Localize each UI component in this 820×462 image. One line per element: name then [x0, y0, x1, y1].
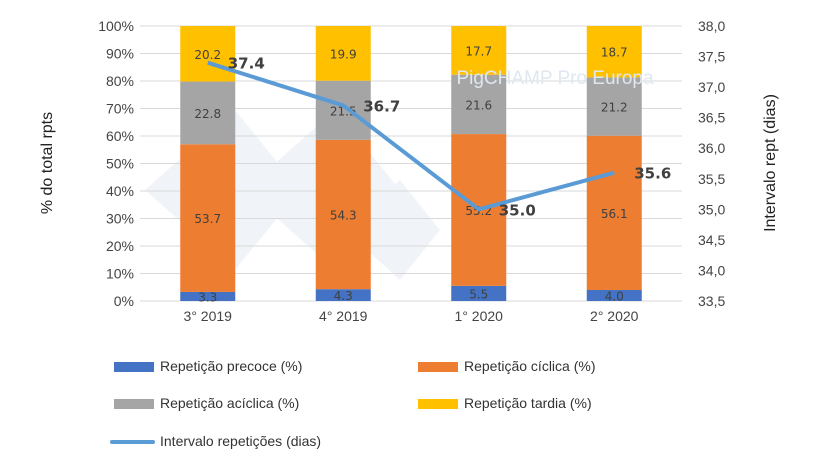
- y-axis-label-right: Intervalo rept (dias): [762, 94, 779, 232]
- watermark-text: PigCHAMP Pro Europa: [456, 68, 654, 89]
- bar-data-label: 19.9: [330, 47, 357, 61]
- bar-data-label: 18.7: [601, 46, 628, 60]
- y-tick-label: 80%: [106, 73, 134, 89]
- bar-segment: [315, 80, 371, 140]
- y-tick-label: 100%: [98, 18, 134, 34]
- bar-data-label: 21.6: [465, 98, 492, 112]
- y-right-tick-label: 35,0: [698, 201, 725, 217]
- legend-swatch: [114, 399, 154, 409]
- y-tick-label: 60%: [106, 128, 134, 144]
- line-series: 37.4 36.7 35.0 35.6: [207, 55, 671, 219]
- y-right-tick-label: 33,5: [698, 293, 725, 309]
- bar-segment: [451, 26, 507, 75]
- bar-data-label: 21.5: [330, 104, 357, 118]
- bar-segment: [451, 285, 507, 301]
- bar-data-label: 21.2: [601, 101, 628, 115]
- bars: 3.353.722.820.24.354.321.519.95.555.221.…: [180, 26, 642, 304]
- y-tick-label: 90%: [106, 46, 134, 62]
- bar-data-label: 54.3: [330, 209, 357, 223]
- line-data-label: 37.4: [228, 55, 265, 73]
- y-axis-label-left: % do total rpts: [39, 112, 56, 214]
- bar-segment: [315, 139, 371, 290]
- legend-swatch: [418, 399, 458, 409]
- x-tick-label: 1° 2020: [455, 308, 504, 324]
- legend-label: Repetição precoce (%): [160, 358, 302, 374]
- y-tick-label: 0%: [114, 293, 134, 309]
- y-tick-label: 70%: [106, 101, 134, 117]
- y-right-tick-label: 37,0: [698, 79, 725, 95]
- y-right-tick-label: 34,0: [698, 262, 725, 278]
- y-tick-label: 40%: [106, 183, 134, 199]
- bar-segment: [180, 81, 236, 145]
- bar-data-label: 56.1: [601, 207, 628, 221]
- line-path: [207, 60, 615, 212]
- bar-segment: [315, 26, 371, 81]
- legend-label: Repetição tardia (%): [464, 395, 592, 411]
- y-tick-label: 20%: [106, 238, 134, 254]
- bar-data-label: 4.0: [605, 290, 624, 304]
- legend-label: Intervalo repetições (dias): [160, 433, 321, 449]
- bar-data-label: 17.7: [465, 44, 492, 58]
- bar-segment: [180, 291, 236, 301]
- y-tick-label: 50%: [106, 156, 134, 172]
- legend-swatch: [114, 362, 154, 372]
- bar-data-label: 3.3: [198, 290, 217, 304]
- bar-segment: [180, 144, 236, 292]
- bar-segment: [315, 289, 371, 301]
- line-data-label: 35.6: [634, 165, 671, 183]
- bar-data-label: 5.5: [469, 287, 488, 301]
- legend: Repetição precoce (%) Repetição cíclica (…: [110, 358, 596, 449]
- y-right-tick-label: 38,0: [698, 18, 725, 34]
- x-axis: 3° 2019 4° 2019 1° 2020 2° 2020: [184, 308, 639, 324]
- y-right-tick-label: 35,5: [698, 171, 725, 187]
- bar-segment: [451, 74, 507, 135]
- x-tick-label: 3° 2019: [184, 308, 233, 324]
- line-data-label: 35.0: [499, 201, 536, 219]
- y-right-tick-label: 34,5: [698, 232, 725, 248]
- y-right-tick-label: 37,5: [698, 49, 725, 65]
- y-axis-left: 0% 10% 20% 30% 40% 50% 60% 70% 80% 90% 100%: [98, 18, 134, 309]
- bar-segment: [586, 77, 642, 136]
- y-tick-label: 30%: [106, 211, 134, 227]
- y-tick-label: 10%: [106, 266, 134, 282]
- bar-segment: [586, 290, 642, 301]
- y-axis-right: 33,5 34,0 34,5 35,0 35,5 36,0 36,5 37,0 37,5 38,0: [698, 18, 725, 309]
- x-tick-label: 2° 2020: [590, 308, 639, 324]
- bar-segment: [586, 135, 642, 290]
- bar-data-label: 53.7: [194, 212, 221, 226]
- legend-label: Repetição cíclica (%): [464, 358, 596, 374]
- bar-segment: [586, 26, 642, 78]
- line-data-label: 36.7: [363, 97, 400, 115]
- bar-segment: [180, 26, 236, 82]
- y-right-tick-label: 36,0: [698, 140, 725, 156]
- bar-data-label: 20.2: [194, 48, 221, 62]
- y-right-tick-label: 36,5: [698, 110, 725, 126]
- bar-data-label: 4.3: [334, 289, 353, 303]
- legend-label: Repetição acíclica (%): [160, 395, 299, 411]
- bar-data-label: 22.8: [194, 107, 221, 121]
- legend-swatch: [418, 362, 458, 372]
- x-tick-label: 4° 2019: [319, 308, 368, 324]
